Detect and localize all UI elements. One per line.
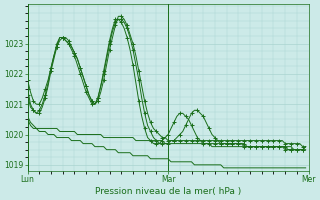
X-axis label: Pression niveau de la mer( hPa ): Pression niveau de la mer( hPa ): [95, 187, 241, 196]
